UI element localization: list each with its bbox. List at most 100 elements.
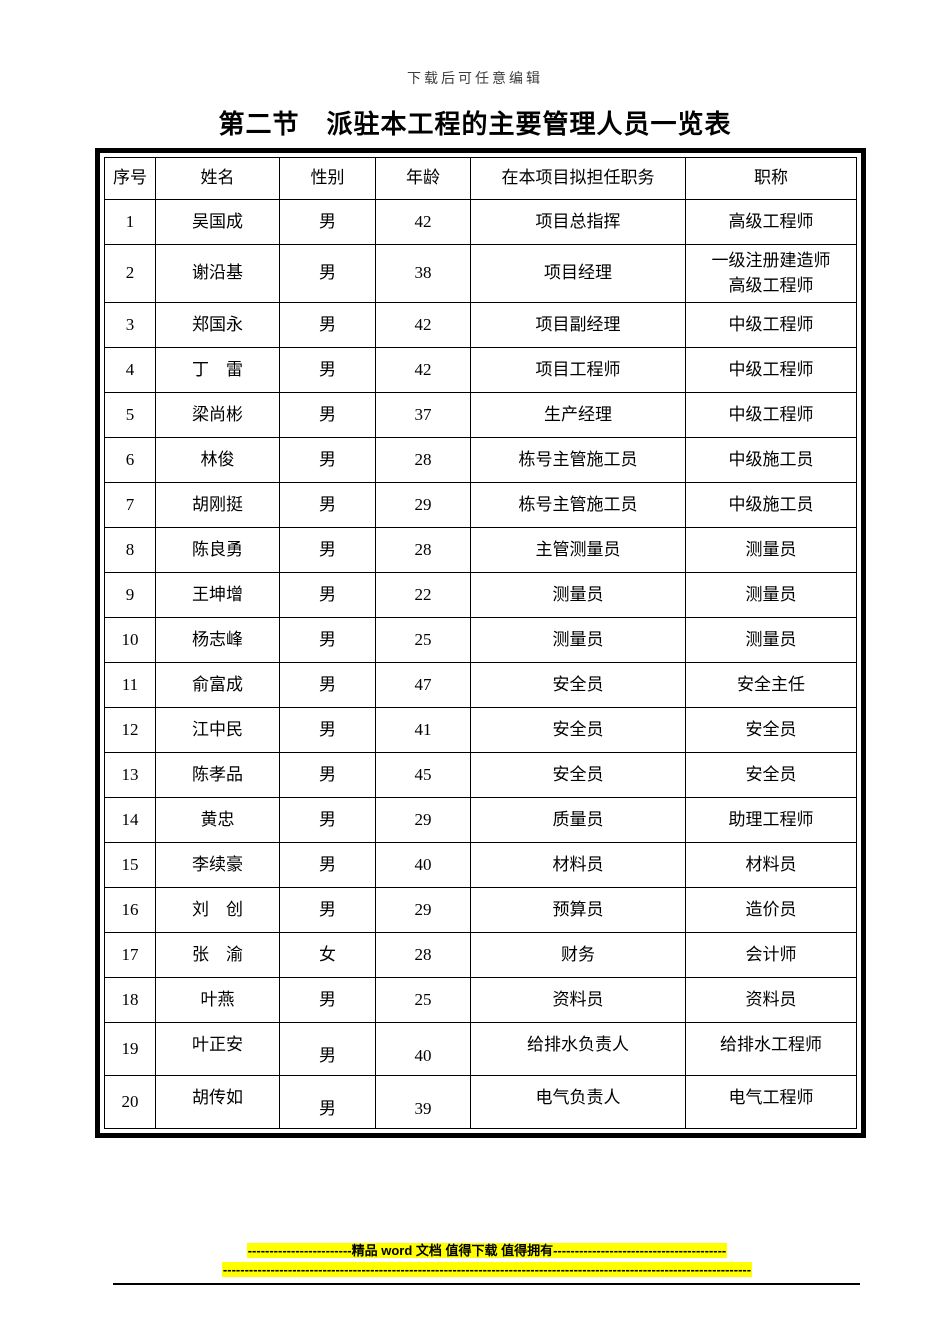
cell-position: 资料员 — [470, 977, 686, 1023]
header-position: 在本项目拟担任职务 — [470, 157, 686, 200]
cell-title: 中级工程师 — [685, 302, 857, 348]
cell-age: 42 — [375, 347, 471, 393]
cell-title: 安全员 — [685, 752, 857, 798]
cell-position: 财务 — [470, 932, 686, 978]
cell-position: 预算员 — [470, 887, 686, 933]
cell-title: 会计师 — [685, 932, 857, 978]
table-body: 1 吴国成男 42 项目总指挥 高级工程师 2 谢沿基男 38 项目经理 一级注册建造师 高级工程… — [104, 199, 857, 1129]
cell-no: 5 — [104, 392, 156, 438]
cell-name: 陈良勇 — [155, 527, 280, 573]
cell-name: 胡刚挺 — [155, 482, 280, 528]
footer-line-1: ------------------------精品 word 文档 值得下载 … — [12, 1241, 950, 1260]
cell-name: 丁 雷 — [155, 347, 280, 393]
cell-name: 梁尚彬 — [155, 392, 280, 438]
cell-age: 28 — [375, 932, 471, 978]
table-row: 14 黄忠男 29 质量员 助理工程师 — [104, 797, 857, 843]
footer-line-2: ----------------------------------------… — [12, 1260, 950, 1279]
cell-title: 测量员 — [685, 572, 857, 618]
cell-name: 陈孝品 — [155, 752, 280, 798]
cell-age: 29 — [375, 482, 471, 528]
cell-title: 安全主任 — [685, 662, 857, 708]
cell-age: 40 — [375, 1022, 471, 1076]
cell-gender: 男 — [279, 572, 376, 618]
cell-gender: 女 — [279, 932, 376, 978]
cell-no: 20 — [104, 1075, 156, 1129]
cell-position: 材料员 — [470, 842, 686, 888]
cell-no: 2 — [104, 244, 156, 303]
cell-title: 给排水工程师 — [685, 1022, 857, 1076]
cell-name: 黄忠 — [155, 797, 280, 843]
cell-name: 张 渝 — [155, 932, 280, 978]
cell-position: 主管测量员 — [470, 527, 686, 573]
cell-name: 俞富成 — [155, 662, 280, 708]
cell-title: 助理工程师 — [685, 797, 857, 843]
cell-title: 一级注册建造师 高级工程师 — [685, 244, 857, 303]
cell-gender: 男 — [279, 1022, 376, 1076]
cell-position: 栋号主管施工员 — [470, 437, 686, 483]
cell-gender: 男 — [279, 244, 376, 303]
cell-title: 材料员 — [685, 842, 857, 888]
cell-age: 29 — [375, 797, 471, 843]
cell-position: 质量员 — [470, 797, 686, 843]
cell-position: 栋号主管施工员 — [470, 482, 686, 528]
cell-gender: 男 — [279, 527, 376, 573]
table-row: 2 谢沿基男 38 项目经理 一级注册建造师 高级工程师 — [104, 244, 857, 303]
table-row: 17 张 渝女 28 财务 会计师 — [104, 932, 857, 978]
table-row: 6 林俊男 28 栋号主管施工员 中级施工员 — [104, 437, 857, 483]
table-row: 3 郑国永男 42 项目副经理 中级工程师 — [104, 302, 857, 348]
page-title: 第二节 派驻本工程的主要管理人员一览表 — [218, 109, 732, 139]
header-age: 年龄 — [375, 157, 471, 200]
cell-title: 造价员 — [685, 887, 857, 933]
cell-gender: 男 — [279, 842, 376, 888]
cell-title: 电气工程师 — [685, 1075, 857, 1129]
cell-title: 中级工程师 — [685, 347, 857, 393]
table-row: 15 李续豪男 40 材料员 材料员 — [104, 842, 857, 888]
cell-position: 给排水负责人 — [470, 1022, 686, 1076]
cell-gender: 男 — [279, 662, 376, 708]
table-row: 12 江中民男 41 安全员 安全员 — [104, 707, 857, 753]
table-row: 7 胡刚挺男 29 栋号主管施工员 中级施工员 — [104, 482, 857, 528]
header-name: 姓名 — [155, 157, 280, 200]
cell-gender: 男 — [279, 977, 376, 1023]
cell-age: 42 — [375, 302, 471, 348]
cell-age: 38 — [375, 244, 471, 303]
cell-name: 郑国永 — [155, 302, 280, 348]
table-row: 8 陈良勇男 28 主管测量员 测量员 — [104, 527, 857, 573]
table-header-row: 序号 姓名 性别 年龄 在本项目拟担任职务 职称 — [104, 157, 857, 200]
cell-no: 11 — [104, 662, 156, 708]
cell-position: 项目经理 — [470, 244, 686, 303]
cell-name: 胡传如 — [155, 1075, 280, 1129]
cell-position: 项目总指挥 — [470, 199, 686, 245]
table-row: 1 吴国成男 42 项目总指挥 高级工程师 — [104, 199, 857, 245]
cell-age: 37 — [375, 392, 471, 438]
cell-title: 安全员 — [685, 707, 857, 753]
cell-age: 41 — [375, 707, 471, 753]
cell-gender: 男 — [279, 392, 376, 438]
cell-age: 29 — [375, 887, 471, 933]
cell-name: 谢沿基 — [155, 244, 280, 303]
table-row: 11 俞富成男 47 安全员 安全主任 — [104, 662, 857, 708]
cell-age: 40 — [375, 842, 471, 888]
cell-no: 15 — [104, 842, 156, 888]
cell-title: 高级工程师 — [685, 199, 857, 245]
cell-gender: 男 — [279, 347, 376, 393]
cell-age: 47 — [375, 662, 471, 708]
table-row: 13 陈孝品男 45 安全员 安全员 — [104, 752, 857, 798]
cell-gender: 男 — [279, 887, 376, 933]
cell-name: 吴国成 — [155, 199, 280, 245]
cell-name: 林俊 — [155, 437, 280, 483]
cell-position: 安全员 — [470, 662, 686, 708]
cell-age: 39 — [375, 1075, 471, 1129]
cell-no: 17 — [104, 932, 156, 978]
cell-age: 22 — [375, 572, 471, 618]
cell-title: 中级工程师 — [685, 392, 857, 438]
header-no: 序号 — [104, 157, 156, 200]
cell-no: 16 — [104, 887, 156, 933]
cell-title: 中级施工员 — [685, 437, 857, 483]
table-row: 10 杨志峰男 25 测量员 测量员 — [104, 617, 857, 663]
cell-title: 测量员 — [685, 527, 857, 573]
cell-no: 13 — [104, 752, 156, 798]
cell-no: 3 — [104, 302, 156, 348]
cell-position: 测量员 — [470, 572, 686, 618]
